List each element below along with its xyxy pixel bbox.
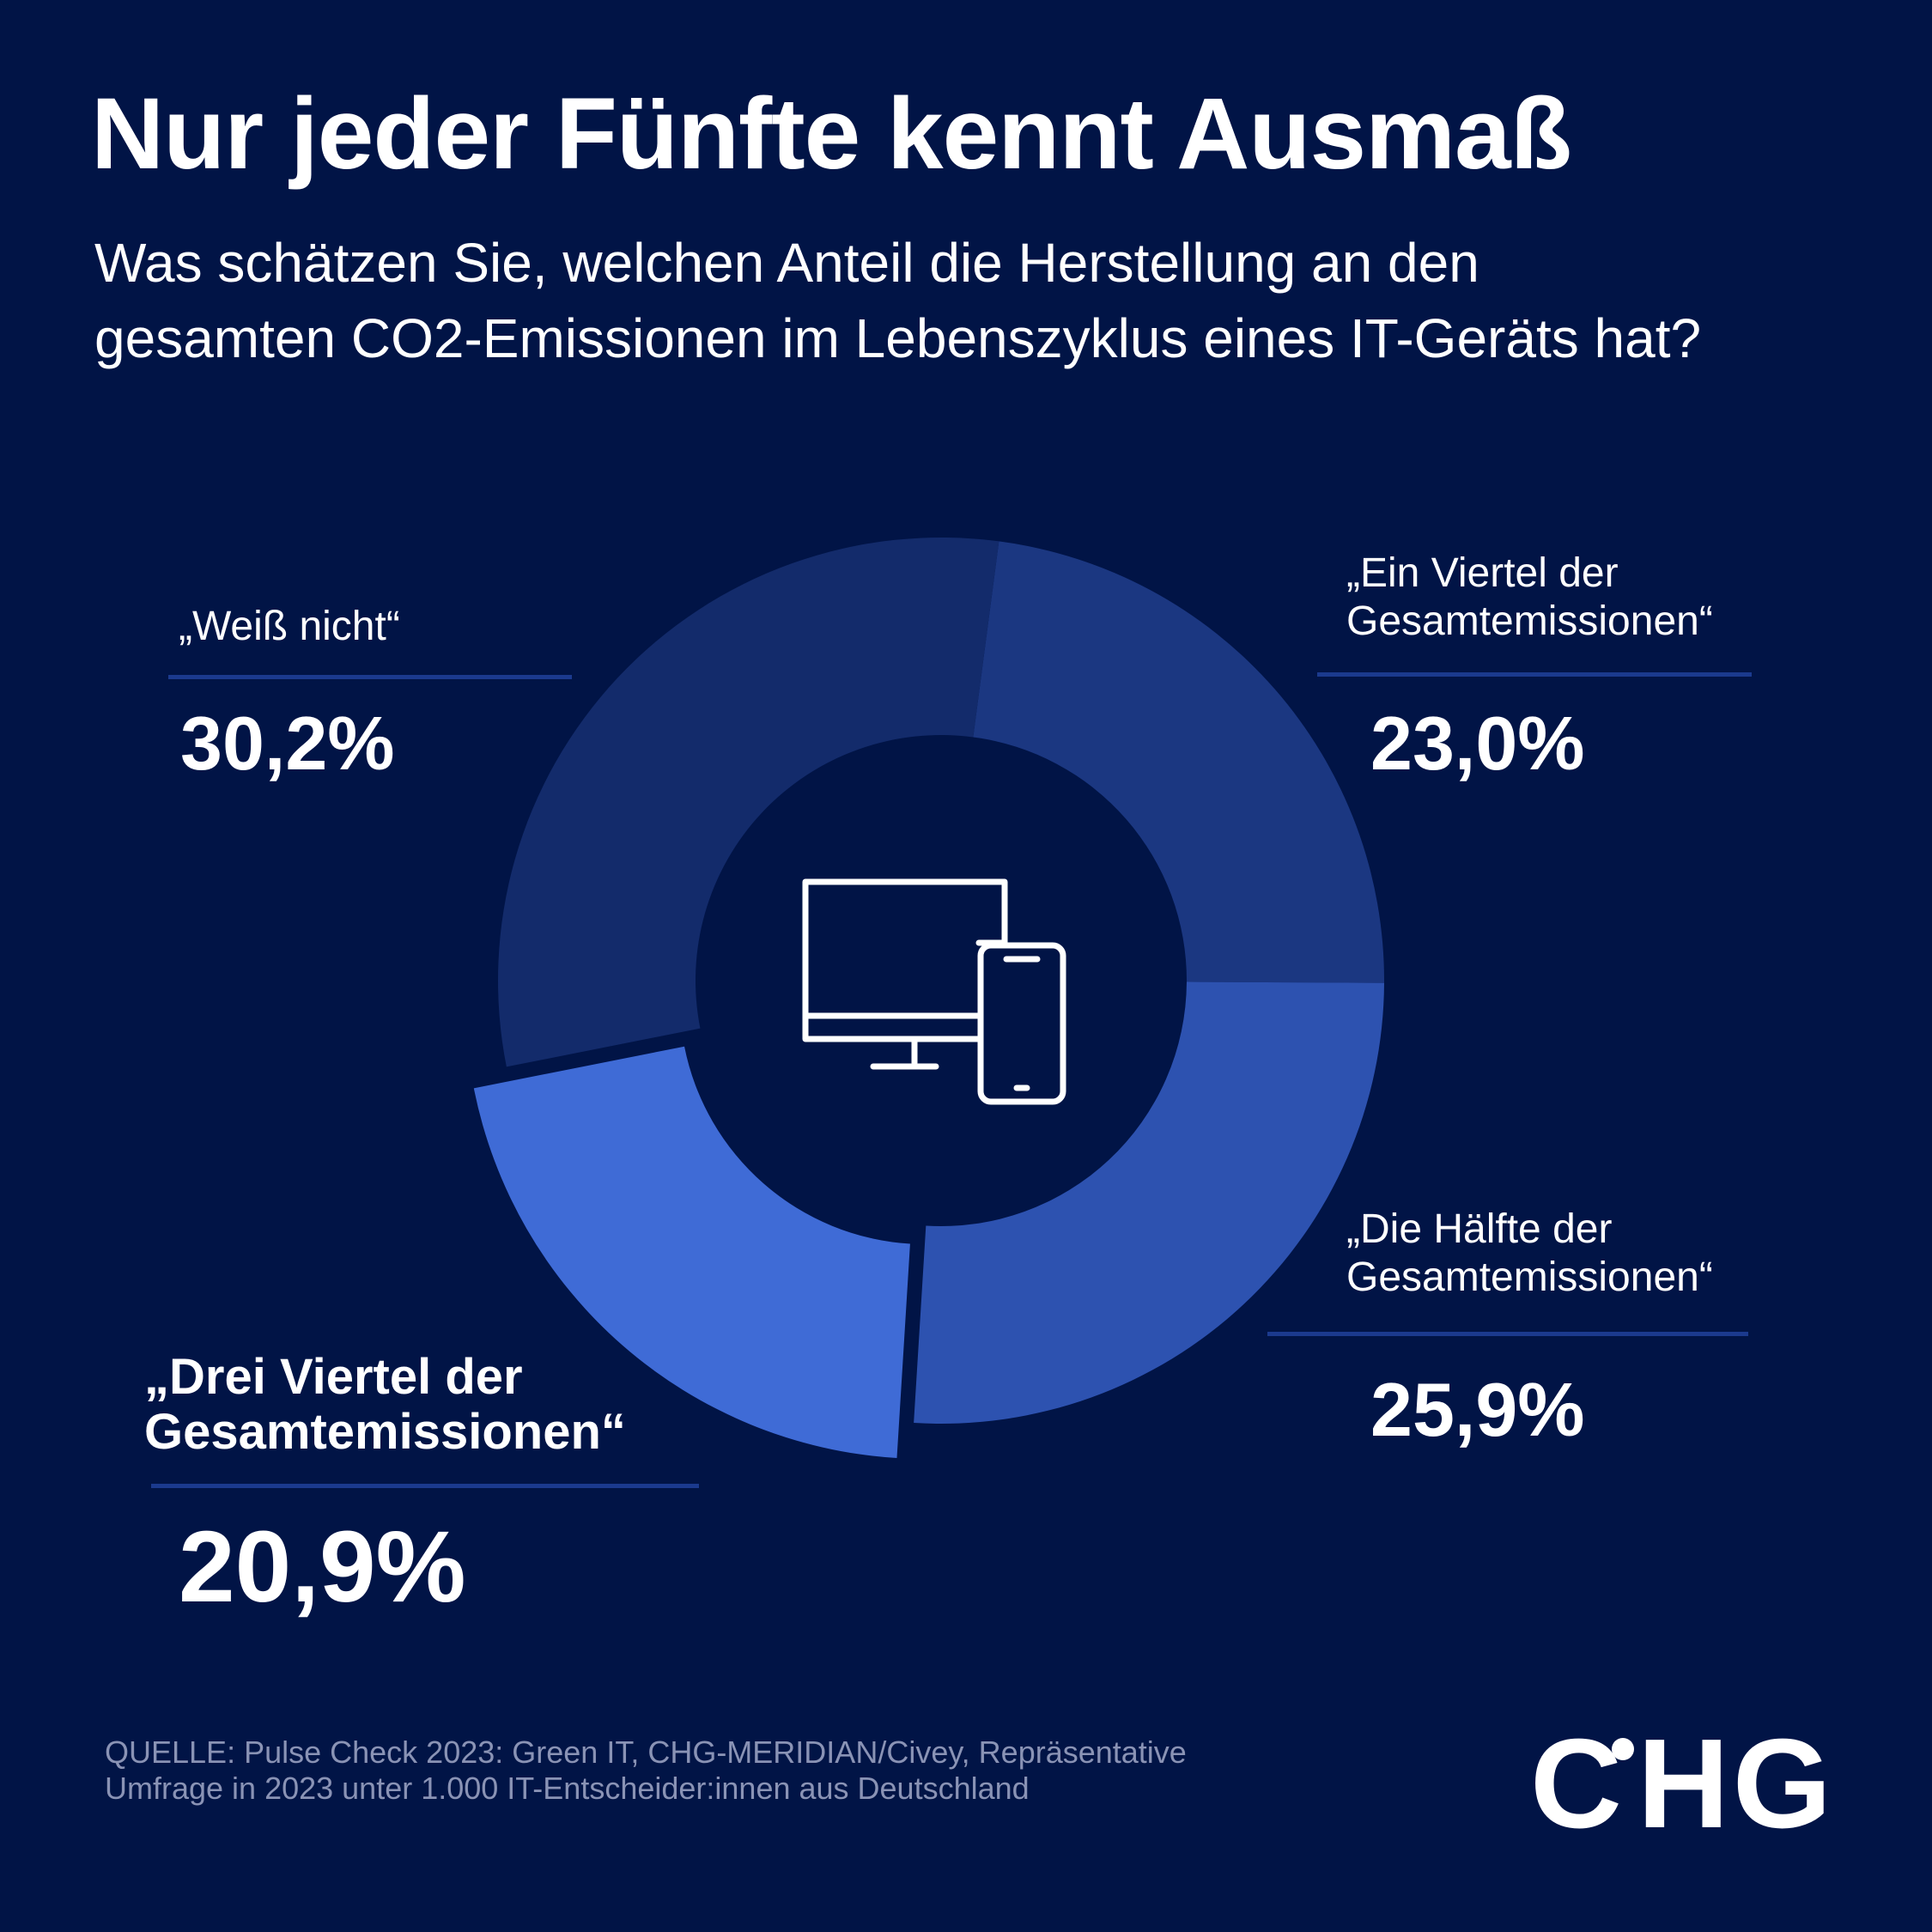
value-die-haelfte: 25,9% xyxy=(1370,1367,1585,1452)
value-drei-viertel: 20,9% xyxy=(179,1510,466,1624)
source-note: QUELLE: Pulse Check 2023: Green IT, CHG-… xyxy=(105,1735,1187,1806)
divider-drei-viertel xyxy=(151,1484,699,1488)
donut-slice-0 xyxy=(973,541,1384,983)
label-die-haelfte: „Die Hälfte der Gesamtemissionen“ xyxy=(1346,1206,1713,1300)
divider-die-haelfte xyxy=(1267,1332,1748,1336)
page-subtitle: Was schätzen Sie, welchen Anteil die Her… xyxy=(94,225,1880,376)
logo-dot xyxy=(1611,1738,1634,1760)
devices-icon xyxy=(802,878,1066,1105)
page-title: Nur jeder Fünfte kennt Ausmaß xyxy=(91,77,1572,191)
donut-slice-2 xyxy=(473,1046,910,1459)
donut-slice-1 xyxy=(914,981,1384,1424)
label-ein-viertel: „Ein Viertel der Gesamtemissionen“ xyxy=(1346,550,1713,644)
value-ein-viertel: 23,0% xyxy=(1370,701,1585,786)
donut-slice-3 xyxy=(498,538,999,1067)
divider-ein-viertel xyxy=(1317,672,1752,677)
label-drei-viertel: „Drei Viertel der Gesamtemissionen“ xyxy=(144,1349,626,1460)
divider-weiss-nicht xyxy=(168,675,572,679)
label-weiss-nicht: „Weiß nicht“ xyxy=(179,604,400,649)
subtitle-line-2: gesamten CO2-Emissionen im Lebenszyklus … xyxy=(94,307,1702,369)
chg-logo: C HG xyxy=(1530,1713,1835,1855)
value-weiss-nicht: 30,2% xyxy=(180,701,395,786)
subtitle-line-1: Was schätzen Sie, welchen Anteil die Her… xyxy=(94,232,1479,294)
